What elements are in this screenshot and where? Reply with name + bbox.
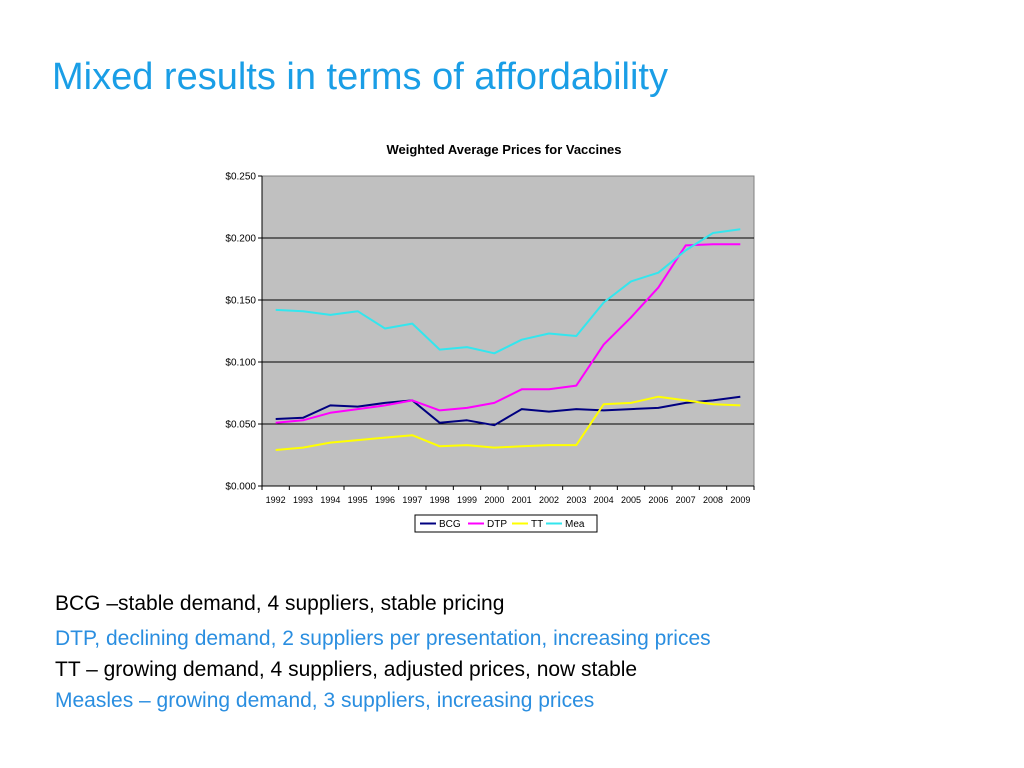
y-tick-label: $0.100 <box>225 358 256 369</box>
x-tick-label: 1992 <box>266 495 286 505</box>
x-tick-label: 1995 <box>348 495 368 505</box>
slide-title: Mixed results in terms of affordability <box>52 56 668 98</box>
series-line-bcg <box>275 395 741 427</box>
series-line-mea <box>275 228 741 355</box>
y-tick-label: $0.150 <box>225 296 256 307</box>
x-tick-label: 1998 <box>430 495 450 505</box>
legend-box <box>414 514 598 533</box>
x-tick-label: 2008 <box>703 495 723 505</box>
series-line-dtp <box>275 243 741 424</box>
y-tick-label: $0.200 <box>225 234 256 245</box>
y-tick-label: $0.050 <box>225 420 256 431</box>
plot-area <box>261 175 755 487</box>
bullet-list: BCG –stable demand, 4 suppliers, stable … <box>55 588 711 716</box>
x-tick-label: 1993 <box>293 495 313 505</box>
legend: BCG DTP TT Mea <box>414 514 598 533</box>
x-tick-label: 2006 <box>648 495 668 505</box>
series-lines <box>275 228 741 451</box>
x-tick-label: 1994 <box>320 495 340 505</box>
x-tick-label: 2007 <box>676 495 696 505</box>
y-axis: $0.000 $0.050 $0.100 $0.150 $0.200 $0.250 <box>225 172 263 493</box>
x-tick-label: 1997 <box>402 495 422 505</box>
x-tick-label: 1996 <box>375 495 395 505</box>
x-tick-label: 2001 <box>512 495 532 505</box>
legend-label-mea: Mea <box>565 519 585 530</box>
bullet-bcg: BCG –stable demand, 4 suppliers, stable … <box>55 592 505 615</box>
x-tick-label: 2000 <box>484 495 504 505</box>
legend-label-bcg: BCG <box>439 519 461 530</box>
chart-title: Weighted Average Prices for Vaccines <box>386 142 622 157</box>
x-tick-label: 2005 <box>621 495 641 505</box>
series-line-tt <box>275 395 741 451</box>
bullet-tt: TT – growing demand, 4 suppliers, adjust… <box>55 658 638 681</box>
x-tick-label: 2002 <box>539 495 559 505</box>
y-tick-label: $0.250 <box>225 172 256 183</box>
bullet-dtp: DTP, declining demand, 2 suppliers per p… <box>55 627 711 650</box>
x-tick-label: 2003 <box>566 495 586 505</box>
y-tick-label: $0.000 <box>225 482 256 493</box>
x-tick-label: 2009 <box>730 495 750 505</box>
bullet-measles: Measles – growing demand, 3 suppliers, i… <box>55 689 595 712</box>
legend-label-dtp: DTP <box>487 519 507 530</box>
x-tick-label: 2004 <box>594 495 614 505</box>
grid-lines <box>262 237 754 425</box>
legend-label-tt: TT <box>531 519 543 530</box>
line-chart: $0.000 $0.050 $0.100 $0.150 $0.200 $0.250 199… <box>225 172 755 533</box>
x-axis: 1992 1993 1994 1995 1996 1997 1998 1999 2000 2001… <box>261 485 755 505</box>
x-tick-label: 1999 <box>457 495 477 505</box>
